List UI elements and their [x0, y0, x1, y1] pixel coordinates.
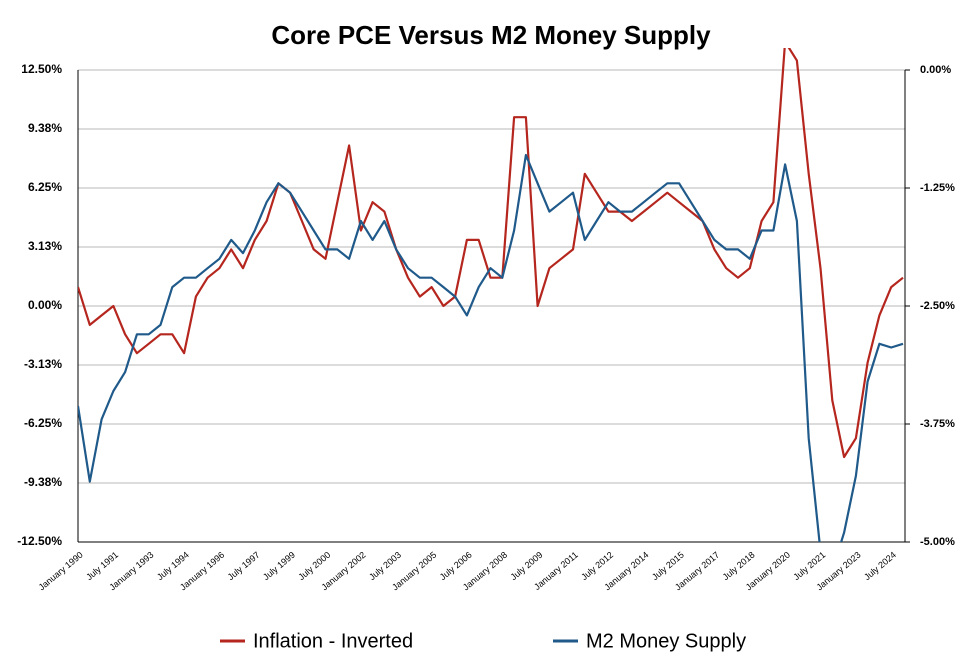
- chart-title: Core PCE Versus M2 Money Supply: [271, 20, 711, 50]
- legend-label: Inflation - Inverted: [253, 630, 413, 652]
- series-line: [78, 153, 904, 542]
- legend-label: M2 Money Supply: [586, 630, 746, 652]
- plot-area: [78, 48, 904, 542]
- series-line: [78, 48, 904, 459]
- x-tick-label: July 1997: [226, 550, 262, 582]
- y-tick-label: -3.13%: [24, 357, 62, 371]
- y-tick-label: -6.25%: [24, 416, 62, 430]
- y-tick-label: 12.50%: [21, 62, 62, 76]
- y-tick-label: 0.00%: [28, 298, 62, 312]
- y-tick-label: 3.13%: [28, 239, 62, 253]
- x-tick-label: January 1990: [37, 550, 85, 593]
- y-tick-label: 6.25%: [28, 180, 62, 194]
- y-tick-label: 9.38%: [28, 121, 62, 135]
- y-tick-label: -12.50%: [17, 534, 62, 548]
- y2-tick-label: 0.00%: [920, 64, 951, 76]
- y2-tick-label: -1.25%: [920, 182, 955, 194]
- y-tick-label: -9.38%: [24, 475, 62, 489]
- x-tick-label: July 1999: [261, 550, 297, 582]
- y2-tick-label: -5.00%: [920, 536, 955, 548]
- x-tick-label: July 2024: [862, 550, 898, 582]
- y2-tick-label: -2.50%: [920, 300, 955, 312]
- y2-tick-label: -3.75%: [920, 418, 955, 430]
